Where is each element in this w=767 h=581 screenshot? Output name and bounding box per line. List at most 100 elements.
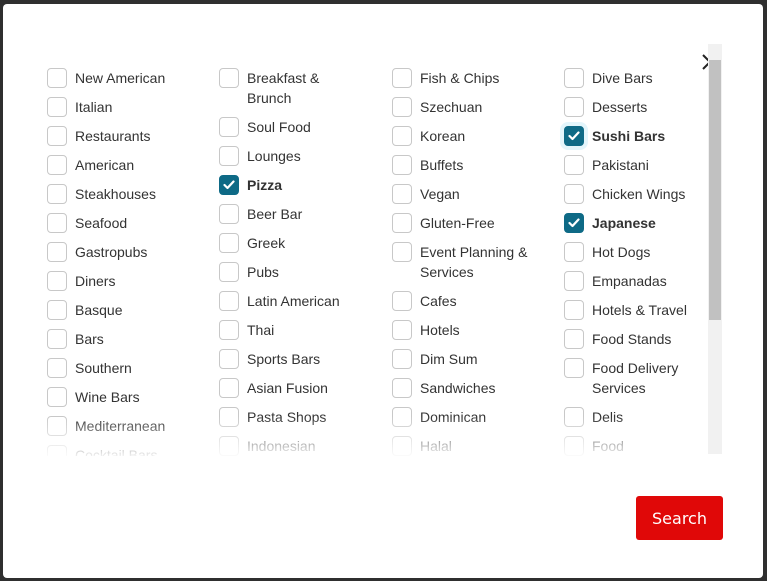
category-item[interactable]: Dim Sum: [392, 349, 564, 369]
category-item[interactable]: Korean: [392, 126, 564, 146]
checkbox[interactable]: [47, 68, 67, 88]
category-item[interactable]: Food Stands: [564, 329, 707, 349]
checkbox[interactable]: [392, 184, 412, 204]
category-item[interactable]: Latin American: [219, 291, 391, 311]
category-item[interactable]: Thai: [219, 320, 391, 340]
checkbox[interactable]: [47, 387, 67, 407]
category-item[interactable]: Hot Dogs: [564, 242, 707, 262]
checkbox[interactable]: [392, 378, 412, 398]
checkbox[interactable]: [219, 262, 239, 282]
checkbox[interactable]: [47, 271, 67, 291]
checkbox[interactable]: [47, 445, 67, 456]
checkbox[interactable]: [564, 300, 584, 320]
checkbox[interactable]: [564, 407, 584, 427]
category-item[interactable]: Seafood: [47, 213, 219, 233]
category-item[interactable]: Pasta Shops: [219, 407, 391, 427]
checkbox[interactable]: [47, 242, 67, 262]
category-item[interactable]: Gastropubs: [47, 242, 219, 262]
checkbox[interactable]: [564, 436, 584, 456]
category-item[interactable]: Diners: [47, 271, 219, 291]
category-item[interactable]: Steakhouses: [47, 184, 219, 204]
checkbox[interactable]: [564, 155, 584, 175]
checkbox[interactable]: [47, 126, 67, 146]
category-item[interactable]: Cocktail Bars: [47, 445, 219, 456]
category-item[interactable]: Basque: [47, 300, 219, 320]
checkbox[interactable]: [564, 213, 584, 233]
category-item[interactable]: Vegan: [392, 184, 564, 204]
checkbox[interactable]: [219, 407, 239, 427]
checkbox[interactable]: [564, 242, 584, 262]
category-item[interactable]: Greek: [219, 233, 391, 253]
category-item[interactable]: Sandwiches: [392, 378, 564, 398]
checkbox[interactable]: [47, 416, 67, 436]
category-item[interactable]: New American: [47, 68, 219, 88]
checkbox[interactable]: [392, 97, 412, 117]
checkbox[interactable]: [392, 68, 412, 88]
scrollbar-thumb[interactable]: [709, 60, 721, 320]
category-item[interactable]: American: [47, 155, 219, 175]
checkbox[interactable]: [392, 126, 412, 146]
category-item[interactable]: Breakfast & Brunch: [219, 68, 391, 108]
category-item[interactable]: Southern: [47, 358, 219, 378]
category-item[interactable]: Bars: [47, 329, 219, 349]
category-item[interactable]: Buffets: [392, 155, 564, 175]
checkbox[interactable]: [47, 329, 67, 349]
category-item[interactable]: Hotels & Travel: [564, 300, 707, 320]
category-item[interactable]: Restaurants: [47, 126, 219, 146]
checkbox[interactable]: [392, 320, 412, 340]
checkbox[interactable]: [219, 291, 239, 311]
checkbox[interactable]: [219, 117, 239, 137]
checkbox[interactable]: [219, 349, 239, 369]
category-item[interactable]: Food Delivery Services: [564, 358, 707, 398]
category-item[interactable]: Dominican: [392, 407, 564, 427]
checkbox[interactable]: [219, 175, 239, 195]
checkbox[interactable]: [564, 329, 584, 349]
checkbox[interactable]: [392, 242, 412, 262]
category-item[interactable]: Cafes: [392, 291, 564, 311]
category-item[interactable]: Soul Food: [219, 117, 391, 137]
checkbox[interactable]: [564, 358, 584, 378]
checkbox[interactable]: [392, 213, 412, 233]
checkbox[interactable]: [392, 407, 412, 427]
category-item[interactable]: Szechuan: [392, 97, 564, 117]
checkbox[interactable]: [47, 213, 67, 233]
category-item[interactable]: Food: [564, 436, 707, 456]
checkbox[interactable]: [219, 233, 239, 253]
category-item[interactable]: Delis: [564, 407, 707, 427]
checkbox[interactable]: [392, 349, 412, 369]
category-item[interactable]: Sushi Bars: [564, 126, 707, 146]
checkbox[interactable]: [564, 126, 584, 146]
checkbox[interactable]: [219, 378, 239, 398]
category-item[interactable]: Desserts: [564, 97, 707, 117]
category-item[interactable]: Japanese: [564, 213, 707, 233]
checkbox[interactable]: [564, 97, 584, 117]
checkbox[interactable]: [564, 68, 584, 88]
checkbox[interactable]: [47, 97, 67, 117]
category-item[interactable]: Event Planning & Services: [392, 242, 564, 282]
checkbox[interactable]: [392, 155, 412, 175]
checkbox[interactable]: [392, 291, 412, 311]
checkbox[interactable]: [392, 436, 412, 456]
category-item[interactable]: Sports Bars: [219, 349, 391, 369]
category-item[interactable]: Pubs: [219, 262, 391, 282]
checkbox[interactable]: [47, 184, 67, 204]
category-item[interactable]: Pizza: [219, 175, 391, 195]
checkbox[interactable]: [47, 358, 67, 378]
checkbox[interactable]: [219, 204, 239, 224]
category-item[interactable]: Pakistani: [564, 155, 707, 175]
category-item[interactable]: Halal: [392, 436, 564, 456]
checkbox[interactable]: [47, 155, 67, 175]
checkbox[interactable]: [219, 68, 239, 88]
checkbox[interactable]: [219, 436, 239, 456]
category-item[interactable]: Empanadas: [564, 271, 707, 291]
category-item[interactable]: Hotels: [392, 320, 564, 340]
category-item[interactable]: Wine Bars: [47, 387, 219, 407]
checkbox[interactable]: [219, 146, 239, 166]
category-item[interactable]: Mediterranean: [47, 416, 219, 436]
category-item[interactable]: Fish & Chips: [392, 68, 564, 88]
checkbox[interactable]: [47, 300, 67, 320]
checkbox[interactable]: [564, 271, 584, 291]
scrollbar[interactable]: [708, 44, 722, 454]
category-item[interactable]: Dive Bars: [564, 68, 707, 88]
category-item[interactable]: Indonesian: [219, 436, 391, 456]
